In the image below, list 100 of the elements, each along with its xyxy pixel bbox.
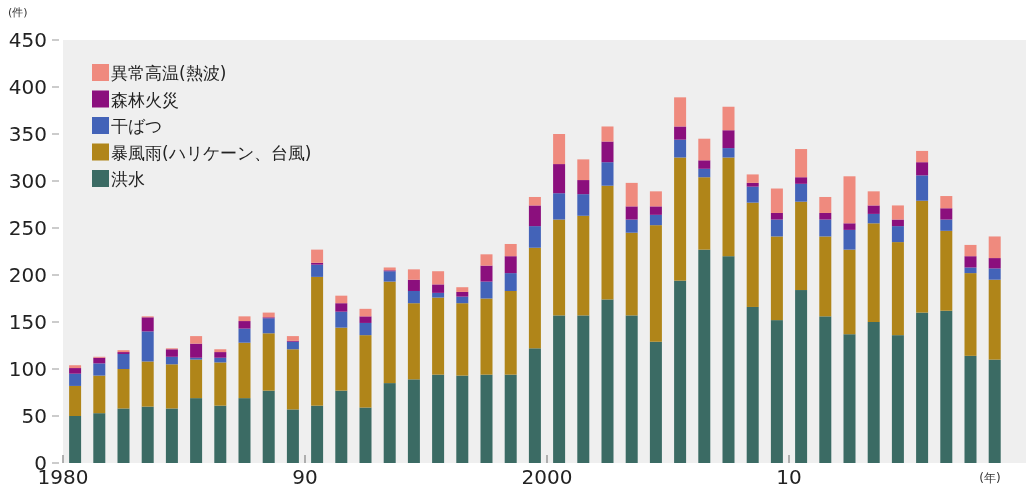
bar bbox=[456, 287, 469, 292]
bar bbox=[964, 273, 977, 356]
bar bbox=[528, 348, 541, 463]
bar bbox=[432, 374, 445, 463]
bar bbox=[528, 247, 541, 349]
bar bbox=[528, 226, 541, 248]
bar bbox=[649, 341, 662, 463]
bar bbox=[988, 236, 1001, 259]
bar bbox=[795, 177, 808, 184]
bar bbox=[456, 296, 469, 304]
bar bbox=[432, 271, 445, 285]
bar bbox=[456, 291, 469, 297]
bar bbox=[940, 219, 953, 231]
x-tick-label: 90 bbox=[292, 465, 318, 489]
bar bbox=[843, 334, 856, 463]
bar bbox=[940, 230, 953, 311]
y-tick-label: 100 bbox=[8, 357, 47, 381]
bar bbox=[940, 196, 953, 209]
bar bbox=[746, 186, 759, 203]
bar bbox=[165, 349, 178, 357]
bar bbox=[165, 408, 178, 463]
bar bbox=[504, 273, 517, 291]
legend-label: 暴風雨(ハリケーン、台風) bbox=[111, 142, 312, 163]
bar bbox=[867, 205, 880, 214]
bar bbox=[69, 368, 82, 374]
bar bbox=[988, 268, 1001, 280]
bar bbox=[601, 162, 614, 186]
bar bbox=[480, 281, 493, 299]
bar bbox=[359, 308, 372, 317]
bar bbox=[649, 191, 662, 207]
bar bbox=[359, 407, 372, 463]
bar bbox=[190, 398, 203, 463]
bar bbox=[407, 379, 420, 463]
bar bbox=[262, 318, 275, 334]
bar bbox=[214, 405, 227, 463]
bar bbox=[480, 265, 493, 282]
bar bbox=[69, 365, 82, 369]
bar bbox=[528, 196, 541, 206]
bar bbox=[553, 315, 566, 463]
bar bbox=[746, 174, 759, 183]
y-tick-label: 50 bbox=[21, 404, 47, 428]
bar bbox=[238, 316, 251, 322]
bar bbox=[286, 341, 299, 350]
bar bbox=[214, 352, 227, 358]
y-tick-label: 200 bbox=[8, 263, 47, 287]
bar bbox=[286, 349, 299, 410]
y-tick-label: 250 bbox=[8, 216, 47, 240]
bar bbox=[819, 212, 832, 220]
bar bbox=[625, 315, 638, 463]
x-tick-label: 2000 bbox=[521, 465, 573, 489]
bar bbox=[916, 200, 929, 313]
bar bbox=[117, 408, 130, 463]
bar bbox=[311, 276, 324, 406]
bar bbox=[722, 256, 735, 463]
bar bbox=[407, 290, 420, 304]
bar bbox=[722, 106, 735, 131]
bar bbox=[214, 362, 227, 406]
bar bbox=[770, 212, 783, 220]
bar bbox=[916, 312, 929, 463]
bar bbox=[819, 219, 832, 237]
bar bbox=[867, 213, 880, 224]
bar bbox=[480, 374, 493, 463]
bar bbox=[577, 215, 590, 316]
bar bbox=[819, 196, 832, 213]
bar bbox=[891, 335, 904, 463]
bar bbox=[746, 306, 759, 463]
bar bbox=[795, 183, 808, 202]
bar bbox=[504, 290, 517, 375]
bar bbox=[601, 299, 614, 463]
bar bbox=[117, 369, 130, 409]
bar bbox=[625, 232, 638, 316]
x-tick-label: 10 bbox=[776, 465, 802, 489]
bar bbox=[891, 226, 904, 243]
bar bbox=[335, 295, 348, 304]
bar bbox=[722, 148, 735, 158]
bar bbox=[964, 244, 977, 257]
bar bbox=[311, 264, 324, 277]
bar bbox=[190, 343, 203, 358]
bar bbox=[867, 322, 880, 463]
bar bbox=[891, 242, 904, 336]
y-axis-title: (件) bbox=[8, 6, 28, 19]
bar bbox=[504, 256, 517, 274]
bar bbox=[698, 249, 711, 463]
bar bbox=[601, 185, 614, 300]
bar bbox=[141, 361, 154, 407]
bar bbox=[359, 322, 372, 336]
bar bbox=[770, 188, 783, 213]
y-tick-label: 450 bbox=[8, 28, 47, 52]
bar bbox=[190, 359, 203, 399]
bar bbox=[867, 223, 880, 322]
y-tick-label: 400 bbox=[8, 75, 47, 99]
bar bbox=[69, 373, 82, 386]
bar bbox=[553, 219, 566, 316]
bar bbox=[964, 267, 977, 274]
bar bbox=[214, 349, 227, 353]
bar bbox=[262, 390, 275, 463]
bar bbox=[117, 353, 130, 369]
bar bbox=[964, 355, 977, 463]
bar bbox=[553, 164, 566, 194]
bar bbox=[286, 409, 299, 463]
